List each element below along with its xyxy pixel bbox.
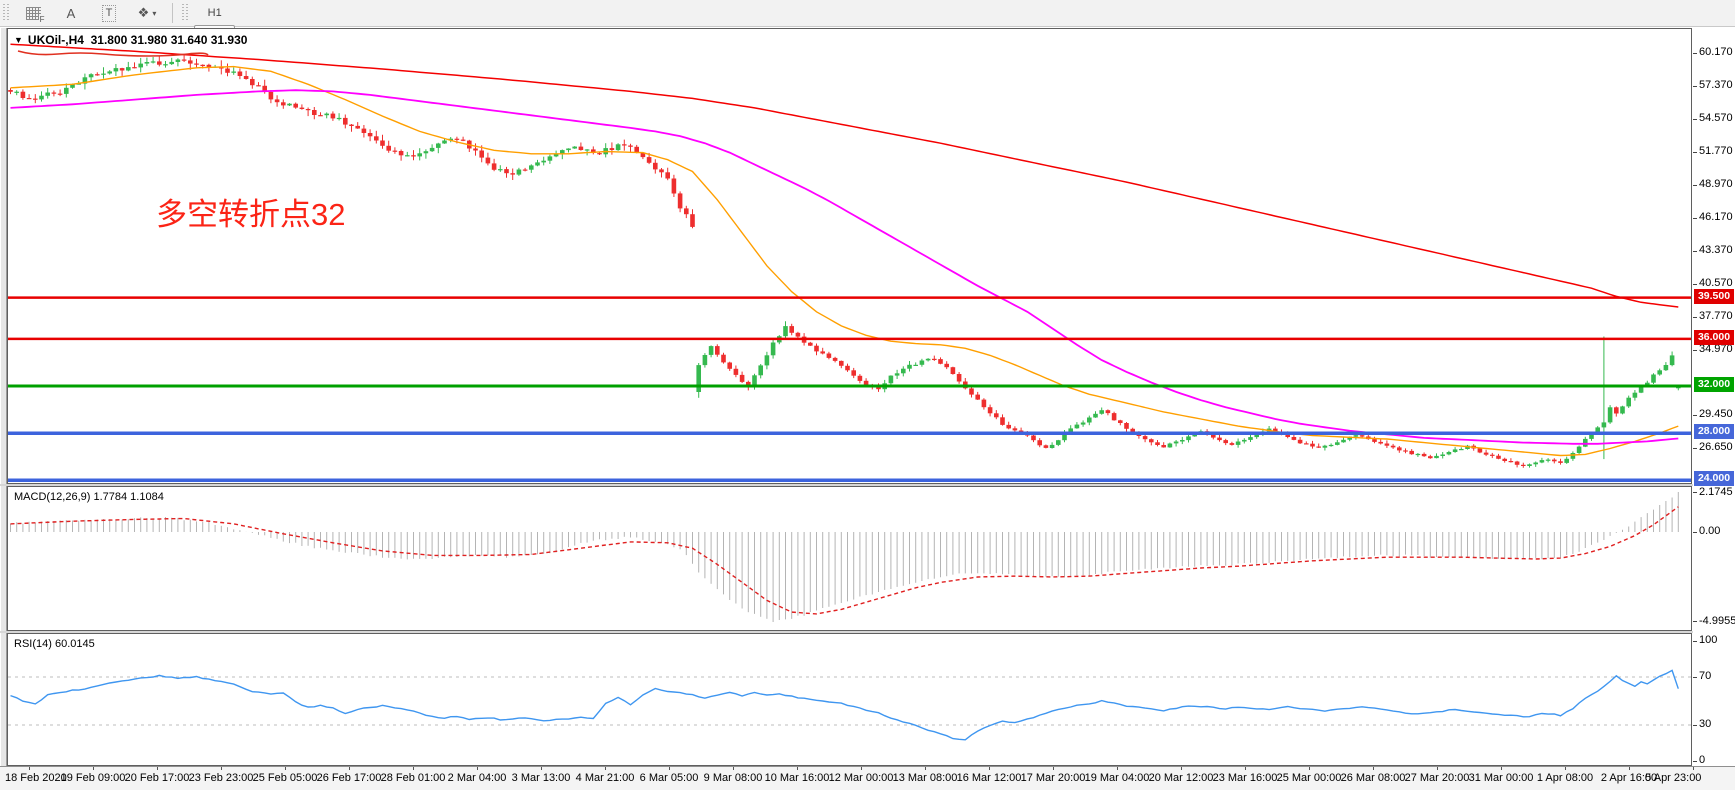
shapes-icon: ❖ <box>137 5 150 20</box>
toolbar-separator <box>172 3 173 23</box>
price-tick-26.650: 26.650 <box>1699 441 1733 454</box>
macd-tick-2.1745: 2.1745 <box>1699 485 1733 498</box>
toolbar: F A T ❖ ▾ M1M5M15M30H1H4D1W1MN <box>0 0 1735 111</box>
textbox-button[interactable]: T <box>92 1 126 25</box>
price-tick-29.450: 29.450 <box>1699 408 1733 421</box>
time-label: 28 Feb 01:00 <box>380 772 446 784</box>
time-label: 19 Mar 04:00 <box>1084 772 1150 784</box>
macd-panel: MACD(12,26,9) 1.7784 1.1084 <box>7 486 1692 631</box>
time-label: 19 Feb 09:00 <box>60 772 126 784</box>
time-label: 25 Feb 05:00 <box>252 772 318 784</box>
left-gutter <box>0 28 7 766</box>
quote-low: 31.640 <box>170 33 208 47</box>
grid-f-icon: F <box>25 6 45 24</box>
time-label: 31 Mar 00:00 <box>1468 772 1534 784</box>
rsi-tick-100: 100 <box>1699 634 1718 646</box>
red-underline-scribble <box>17 50 209 57</box>
time-label: 20 Mar 12:00 <box>1148 772 1214 784</box>
main-chart-panel: ▼ UKOil-,H4 31.800 31.980 31.640 31.930 多… <box>7 28 1692 484</box>
price-axis[interactable]: 60.170 57.370 54.570 51.770 48.970 46.170 43.3… <box>1693 28 1735 767</box>
time-label: 2 Mar 04:00 <box>447 772 507 784</box>
symbol-period-label: UKOil-,H4 <box>27 33 84 47</box>
text-label-button[interactable]: A <box>54 1 88 25</box>
textbox-icon: T <box>101 4 117 22</box>
shapes-button[interactable]: ❖ ▾ <box>130 1 164 25</box>
time-label: 4 Mar 21:00 <box>575 772 635 784</box>
price-tick-37.770: 37.770 <box>1699 310 1733 322</box>
price-tick-54.570: 54.570 <box>1699 112 1733 124</box>
price-tick-43.370: 43.370 <box>1699 244 1733 256</box>
chart-annotation: 多空转折点32 <box>156 197 346 232</box>
candlestick-chart[interactable] <box>8 29 1691 483</box>
time-label: 10 Mar 16:00 <box>764 772 830 784</box>
toolbar-grip[interactable] <box>3 4 10 22</box>
price-tick-46.170: 46.170 <box>1699 211 1733 223</box>
time-label: 23 Mar 16:00 <box>1212 772 1278 784</box>
ma-fast-orange <box>10 65 1679 457</box>
quote-bar: ▼ UKOil-,H4 31.800 31.980 31.640 31.930 <box>14 33 247 47</box>
price-tick-60.170: 60.170 <box>1699 46 1733 58</box>
price-tag-36.000: 36.000 <box>1694 330 1734 345</box>
price-tag-24.000: 24.000 <box>1694 471 1734 486</box>
panel-splitter[interactable] <box>0 483 1735 486</box>
macd-label: MACD(12,26,9) 1.7784 1.1084 <box>14 491 164 503</box>
price-tick-51.770: 51.770 <box>1699 145 1733 157</box>
rsi-panel: RSI(14) 60.0145 <box>7 633 1692 766</box>
time-label: 18 Feb 2020 <box>5 772 67 784</box>
time-label: 26 Feb 17:00 <box>316 772 382 784</box>
macd-chart[interactable] <box>8 487 1691 630</box>
price-tick-34.970: 34.970 <box>1699 343 1733 355</box>
macd-tick--4.9955: -4.9955 <box>1699 614 1735 627</box>
time-label: 23 Feb 23:00 <box>188 772 254 784</box>
price-tag-39.500: 39.500 <box>1694 289 1734 304</box>
price-tick-57.370: 57.370 <box>1699 79 1733 91</box>
price-tick-40.570: 40.570 <box>1699 277 1733 289</box>
ma-mid-magenta <box>10 89 1679 445</box>
price-tick-48.970: 48.970 <box>1699 178 1733 190</box>
quote-high: 31.980 <box>130 33 168 47</box>
toolbar-grip[interactable] <box>182 4 189 22</box>
quote-open: 31.800 <box>90 33 128 47</box>
rsi-tick-30: 30 <box>1699 718 1712 730</box>
ma-slow-red <box>10 43 1679 308</box>
grid-f-button[interactable]: F <box>16 1 50 25</box>
rsi-chart[interactable] <box>8 634 1691 765</box>
rsi-tick-70: 70 <box>1699 670 1712 682</box>
panel-splitter[interactable] <box>0 631 1735 633</box>
shapes-dropdown-caret-icon: ▾ <box>152 8 157 18</box>
macd-tick-0.00: 0.00 <box>1699 525 1721 537</box>
symbol-dropdown-icon[interactable]: ▼ <box>14 35 23 45</box>
time-label: 6 Mar 05:00 <box>639 772 699 784</box>
timeframe-button-h1[interactable]: H1 <box>207 7 222 19</box>
time-label: 9 Mar 08:00 <box>703 772 763 784</box>
time-label: 12 Mar 00:00 <box>828 772 894 784</box>
rsi-label: RSI(14) 60.0145 <box>14 638 95 650</box>
price-tag-32.000: 32.000 <box>1694 377 1734 392</box>
time-axis[interactable]: 18 Feb 2020 19 Feb 09:00 20 Feb 17:00 23 Fe… <box>0 766 1735 790</box>
time-label: 1 Apr 08:00 <box>1536 772 1594 784</box>
time-label: 26 Mar 08:00 <box>1340 772 1406 784</box>
time-label: 25 Mar 00:00 <box>1276 772 1342 784</box>
price-tag-28.000: 28.000 <box>1694 424 1734 439</box>
time-label: 20 Feb 17:00 <box>124 772 190 784</box>
time-label: 27 Mar 20:00 <box>1404 772 1470 784</box>
time-label: 13 Mar 08:00 <box>892 772 958 784</box>
rsi-tick-0: 0 <box>1699 754 1706 766</box>
time-label: 17 Mar 20:00 <box>1020 772 1086 784</box>
text-label-icon: A <box>66 5 76 21</box>
time-label: 16 Mar 12:00 <box>956 772 1022 784</box>
time-label: 3 Mar 13:00 <box>511 772 571 784</box>
quote-close: 31.930 <box>210 33 248 47</box>
time-label: 5 Apr 23:00 <box>1645 772 1702 784</box>
time-label: 2 Apr 16:00 <box>1600 772 1658 784</box>
